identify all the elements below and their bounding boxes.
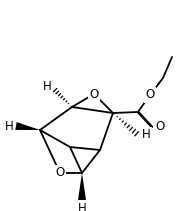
Text: O: O: [155, 120, 165, 134]
Text: O: O: [145, 88, 155, 101]
Text: O: O: [89, 88, 99, 100]
Text: H: H: [78, 202, 86, 211]
Text: H: H: [5, 119, 13, 133]
Polygon shape: [78, 173, 86, 200]
Polygon shape: [15, 122, 40, 130]
Text: O: O: [55, 166, 65, 180]
Text: H: H: [142, 128, 150, 142]
Text: H: H: [43, 81, 51, 93]
